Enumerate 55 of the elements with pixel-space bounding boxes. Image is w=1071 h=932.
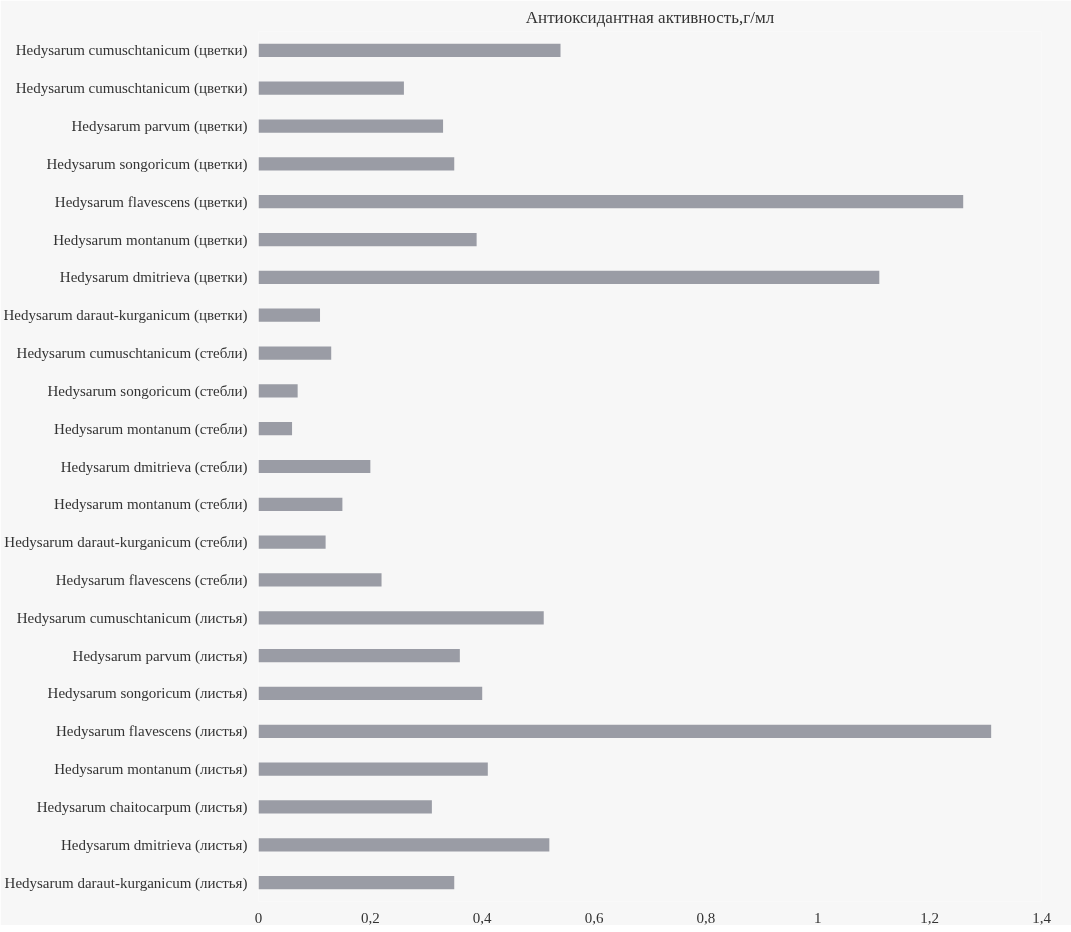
y-tick-label: Hedysarum dmitrieva (цветки) — [59, 269, 248, 287]
bar — [258, 535, 326, 549]
y-tick-label: Hedysarum dmitrieva (листья) — [60, 836, 248, 854]
y-tick-label: Hedysarum parvum (цветки) — [71, 118, 248, 136]
bar — [258, 686, 483, 701]
y-tick-label: Hedysarum songoricum (стебли) — [47, 382, 248, 400]
y-tick-label: Hedysarum cumuschtanicum (цветки) — [15, 42, 248, 60]
x-tick-label: 0 — [254, 909, 263, 926]
bar — [258, 838, 550, 852]
y-tick-label: Hedysarum cumuschtanicum (цветки) — [15, 80, 248, 98]
y-tick-label: Hedysarum cumuschtanicum (стебли) — [16, 345, 248, 363]
bar — [258, 875, 455, 890]
bar — [258, 270, 880, 284]
y-tick-label: Hedysarum dmitrieva (стебли) — [60, 458, 248, 476]
bar — [258, 195, 964, 209]
bar — [258, 762, 488, 776]
y-tick-label: Hedysarum songoricum (цветки) — [46, 155, 248, 173]
x-tick-label: 1,4 — [1032, 909, 1052, 926]
bar — [258, 649, 460, 663]
bar — [258, 308, 321, 322]
bar — [258, 611, 544, 625]
y-tick-label: Hedysarum flavescens (цветки) — [54, 193, 248, 211]
y-tick-label: Hedysarum songoricum (листья) — [47, 685, 248, 703]
y-tick-label: Hedysarum chaitocarpum (листья) — [36, 798, 248, 816]
x-tick-label: 0,2 — [360, 909, 380, 926]
bar — [258, 157, 455, 171]
y-tick-label: Hedysarum cumuschtanicum (листья) — [16, 609, 248, 627]
y-tick-label: Hedysarum daraut-kurganicum (стебли) — [4, 534, 248, 552]
chart-title: Антиоксидантная активность,г/мл — [525, 7, 775, 27]
bar — [258, 459, 371, 474]
bar — [258, 119, 444, 133]
x-tick-label: 0,4 — [472, 909, 493, 926]
x-tick-label: 0,6 — [584, 909, 604, 926]
y-tick-label: Hedysarum montanum (стебли) — [54, 420, 248, 438]
y-tick-label: Hedysarum flavescens (стебли) — [55, 571, 248, 589]
y-tick-label: Hedysarum montanum (листья) — [54, 761, 248, 779]
bar — [258, 346, 332, 360]
y-tick-label: Hedysarum flavescens (листья) — [55, 723, 248, 741]
bar — [258, 800, 432, 814]
bar — [258, 422, 293, 436]
x-tick-label: 1 — [814, 909, 822, 926]
bar — [258, 81, 404, 95]
y-tick-label: Hedysarum daraut-kurganicum (цветки) — [3, 307, 248, 325]
bar — [258, 573, 382, 587]
x-tick-label: 1,2 — [920, 909, 940, 926]
y-tick-label: Hedysarum montanum (цветки) — [53, 231, 248, 249]
bar — [258, 43, 561, 58]
x-tick-label: 0,8 — [696, 909, 716, 926]
bar — [258, 497, 343, 511]
bar — [258, 724, 992, 738]
y-tick-label: Hedysarum daraut-kurganicum (листья) — [4, 874, 248, 892]
bar — [258, 232, 477, 247]
bar — [258, 384, 298, 398]
y-tick-label: Hedysarum montanum (стебли) — [54, 496, 248, 514]
y-tick-label: Hedysarum parvum (листья) — [72, 647, 248, 665]
